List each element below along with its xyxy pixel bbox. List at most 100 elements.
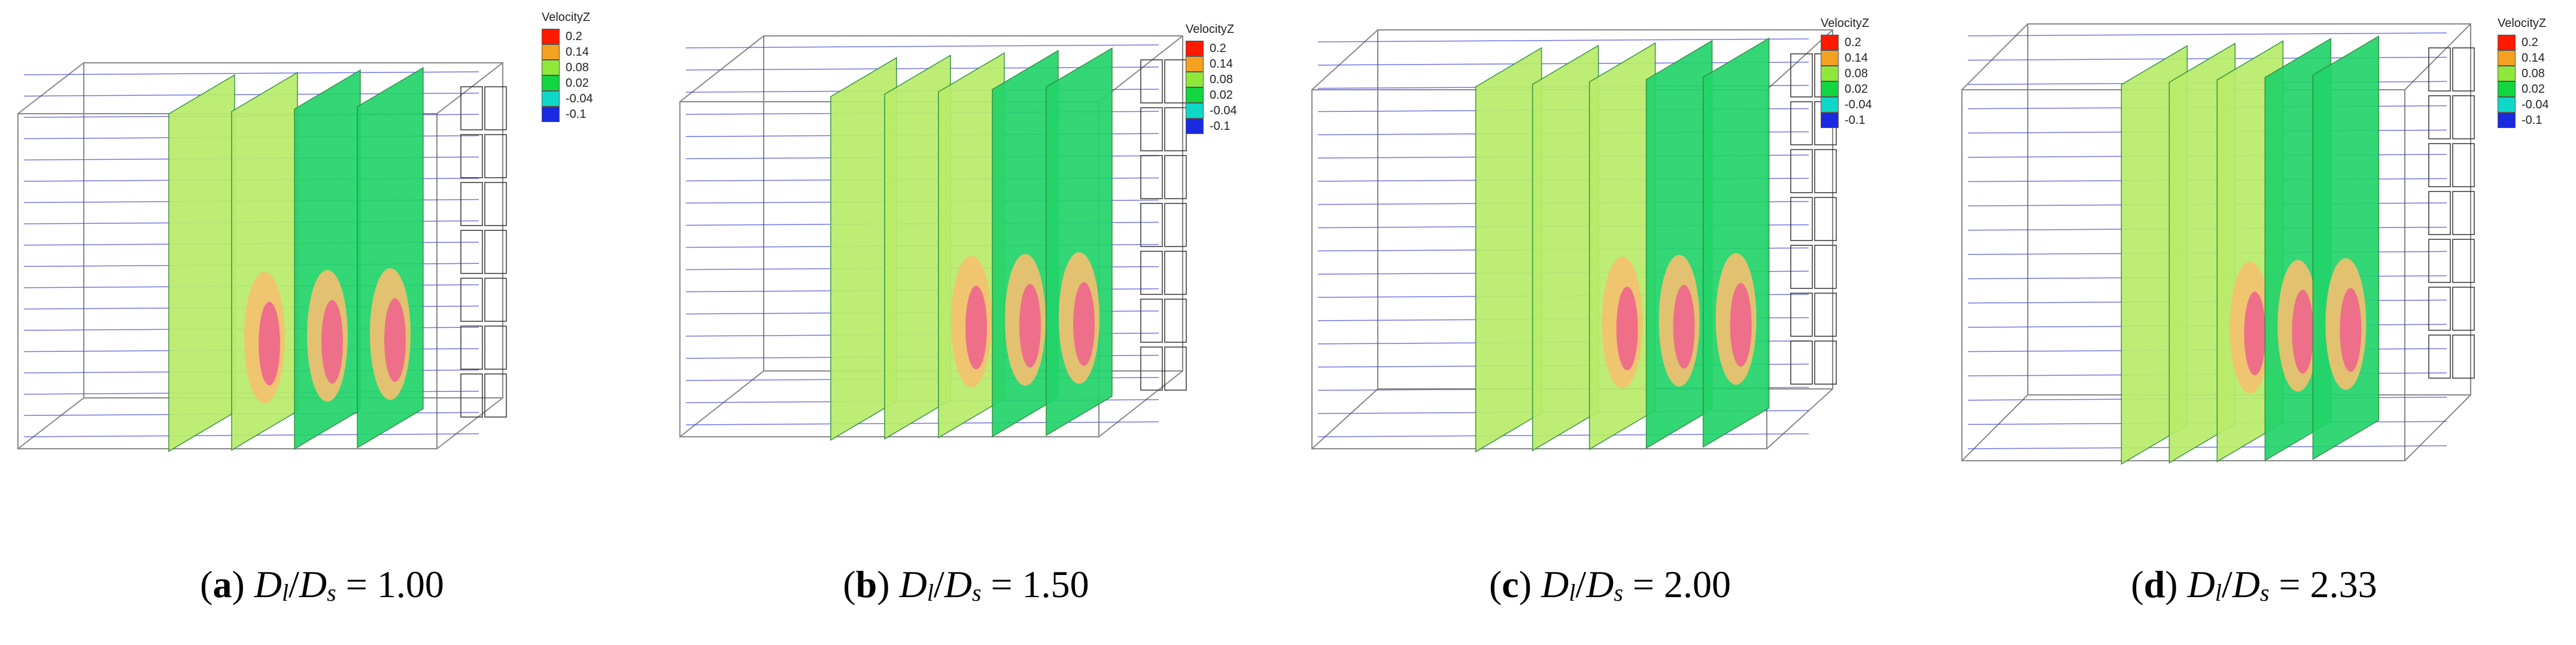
caption-ratio: 1.00 — [376, 563, 444, 606]
legend-swatch — [542, 60, 560, 75]
grid-cell — [1790, 245, 1813, 289]
grid-cell — [1164, 299, 1187, 343]
grid-cell — [2428, 287, 2451, 331]
panel-a: VelocityZ 0.2 0.14 0.08 0.02 -0.04 -0.1 (a) D… — [0, 0, 644, 645]
streamline — [23, 71, 479, 75]
panel-c: VelocityZ 0.2 0.14 0.08 0.02 -0.04 -0.1 (c) D… — [1288, 0, 1932, 645]
cross-section-planes — [2121, 35, 2380, 465]
flow-visualization-c — [1311, 29, 1837, 453]
grid-cell — [1790, 149, 1813, 193]
velocity-peak — [1616, 287, 1638, 370]
legend-level: -0.1 — [2498, 112, 2542, 128]
grid-cell — [460, 182, 483, 226]
outlet-structure — [1140, 59, 1187, 391]
caption-b: (b) Dl/Ds = 1.50 — [843, 563, 1089, 606]
grid-cell — [2428, 47, 2451, 92]
grid-cell — [2452, 287, 2475, 331]
legend-level: 0.08 — [2498, 66, 2545, 81]
velocity-peak — [2244, 291, 2266, 376]
legend-title: VelocityZ — [1186, 23, 1235, 36]
grid-cell — [1140, 107, 1163, 151]
grid-cell — [1814, 197, 1837, 241]
legend-swatch — [1821, 50, 1839, 66]
legend-swatch — [2498, 112, 2516, 128]
legend-title: VelocityZ — [2498, 17, 2547, 30]
grid-cell — [2452, 239, 2475, 283]
grid-cell — [484, 134, 507, 178]
legend-label: -0.04 — [1210, 104, 1237, 117]
legend-label: 0.2 — [1845, 35, 1861, 49]
legend-level: 0.08 — [1821, 66, 1868, 81]
cross-section-planes — [830, 47, 1113, 441]
legend-title: VelocityZ — [542, 11, 591, 24]
legend-label: -0.1 — [2522, 113, 2542, 127]
legend-label: -0.04 — [2522, 98, 2549, 111]
velocity-peak — [1073, 282, 1095, 366]
streamline — [1967, 32, 2447, 36]
legend-label: 0.2 — [2522, 35, 2538, 49]
legend-level: 0.2 — [1821, 35, 1861, 50]
velocity-plane — [1702, 37, 1770, 448]
grid-cell — [484, 86, 507, 130]
velocity-peak — [965, 285, 987, 370]
legend-level: -0.1 — [1821, 112, 1865, 128]
caption-ratio: 2.33 — [2310, 563, 2377, 606]
legend-level: 0.2 — [542, 29, 582, 44]
grid-cell — [1164, 203, 1187, 247]
grid-cell — [1140, 155, 1163, 199]
velocity-plane — [1645, 39, 1713, 449]
velocity-peak — [2340, 288, 2362, 372]
caption-c: (c) Dl/Ds = 2.00 — [1489, 563, 1731, 606]
velocity-peak — [259, 302, 280, 386]
legend-label: 0.02 — [1845, 82, 1868, 96]
grid-cell — [1140, 251, 1163, 295]
legend-swatch — [1186, 72, 1204, 87]
grid-cell — [2452, 47, 2475, 92]
box-edge — [436, 62, 503, 114]
legend-swatch — [542, 29, 560, 44]
legend-swatch — [1186, 118, 1204, 134]
grid-cell — [484, 182, 507, 226]
legend-label: 0.14 — [566, 45, 589, 59]
streamline — [685, 421, 1159, 425]
panel-b: VelocityZ 0.2 0.14 0.08 0.02 -0.04 -0.1 (b) D… — [644, 0, 1288, 645]
legend-level: -0.04 — [542, 91, 593, 107]
legend-swatch — [2498, 66, 2516, 81]
legend-label: 0.14 — [1210, 57, 1233, 71]
legend-swatch — [542, 44, 560, 60]
legend-level: -0.1 — [1186, 118, 1230, 134]
box-edge — [679, 370, 764, 437]
legend-label: 0.02 — [2522, 82, 2545, 96]
box-edge — [17, 62, 84, 114]
legend-level: 0.02 — [1186, 87, 1233, 103]
grid-cell — [484, 278, 507, 322]
grid-cell — [1140, 59, 1163, 104]
legend-swatch — [542, 107, 560, 122]
legend-level: -0.04 — [1821, 97, 1872, 112]
legend-swatch — [2498, 50, 2516, 66]
legend-level: 0.14 — [1821, 50, 1868, 66]
legend-level: 0.14 — [1186, 56, 1233, 72]
legend-label: 0.2 — [566, 29, 582, 43]
caption-letter: c — [1502, 563, 1519, 606]
legend-label: -0.1 — [1210, 119, 1231, 133]
grid-cell — [1140, 203, 1163, 247]
grid-cell — [2452, 334, 2475, 379]
grid-cell — [1790, 340, 1813, 385]
legend-swatch — [2498, 35, 2516, 50]
legend-level: -0.1 — [542, 107, 586, 122]
legend-title: VelocityZ — [1821, 17, 1870, 30]
grid-cell — [460, 230, 483, 274]
velocity-peak — [321, 300, 343, 384]
grid-cell — [1814, 149, 1837, 193]
box-edge — [1961, 23, 2028, 90]
velocity-plane — [2312, 35, 2380, 460]
box-edge — [17, 397, 84, 449]
grid-cell — [460, 325, 483, 370]
flow-visualization-d — [1961, 23, 2475, 465]
caption-ratio: 1.50 — [1022, 563, 1089, 606]
panel-d: VelocityZ 0.2 0.14 0.08 0.02 -0.04 -0.1 (d) D… — [1932, 0, 2576, 645]
box-edge — [1098, 370, 1183, 437]
legend-swatch — [1186, 56, 1204, 72]
legend-label: -0.1 — [1845, 113, 1866, 127]
